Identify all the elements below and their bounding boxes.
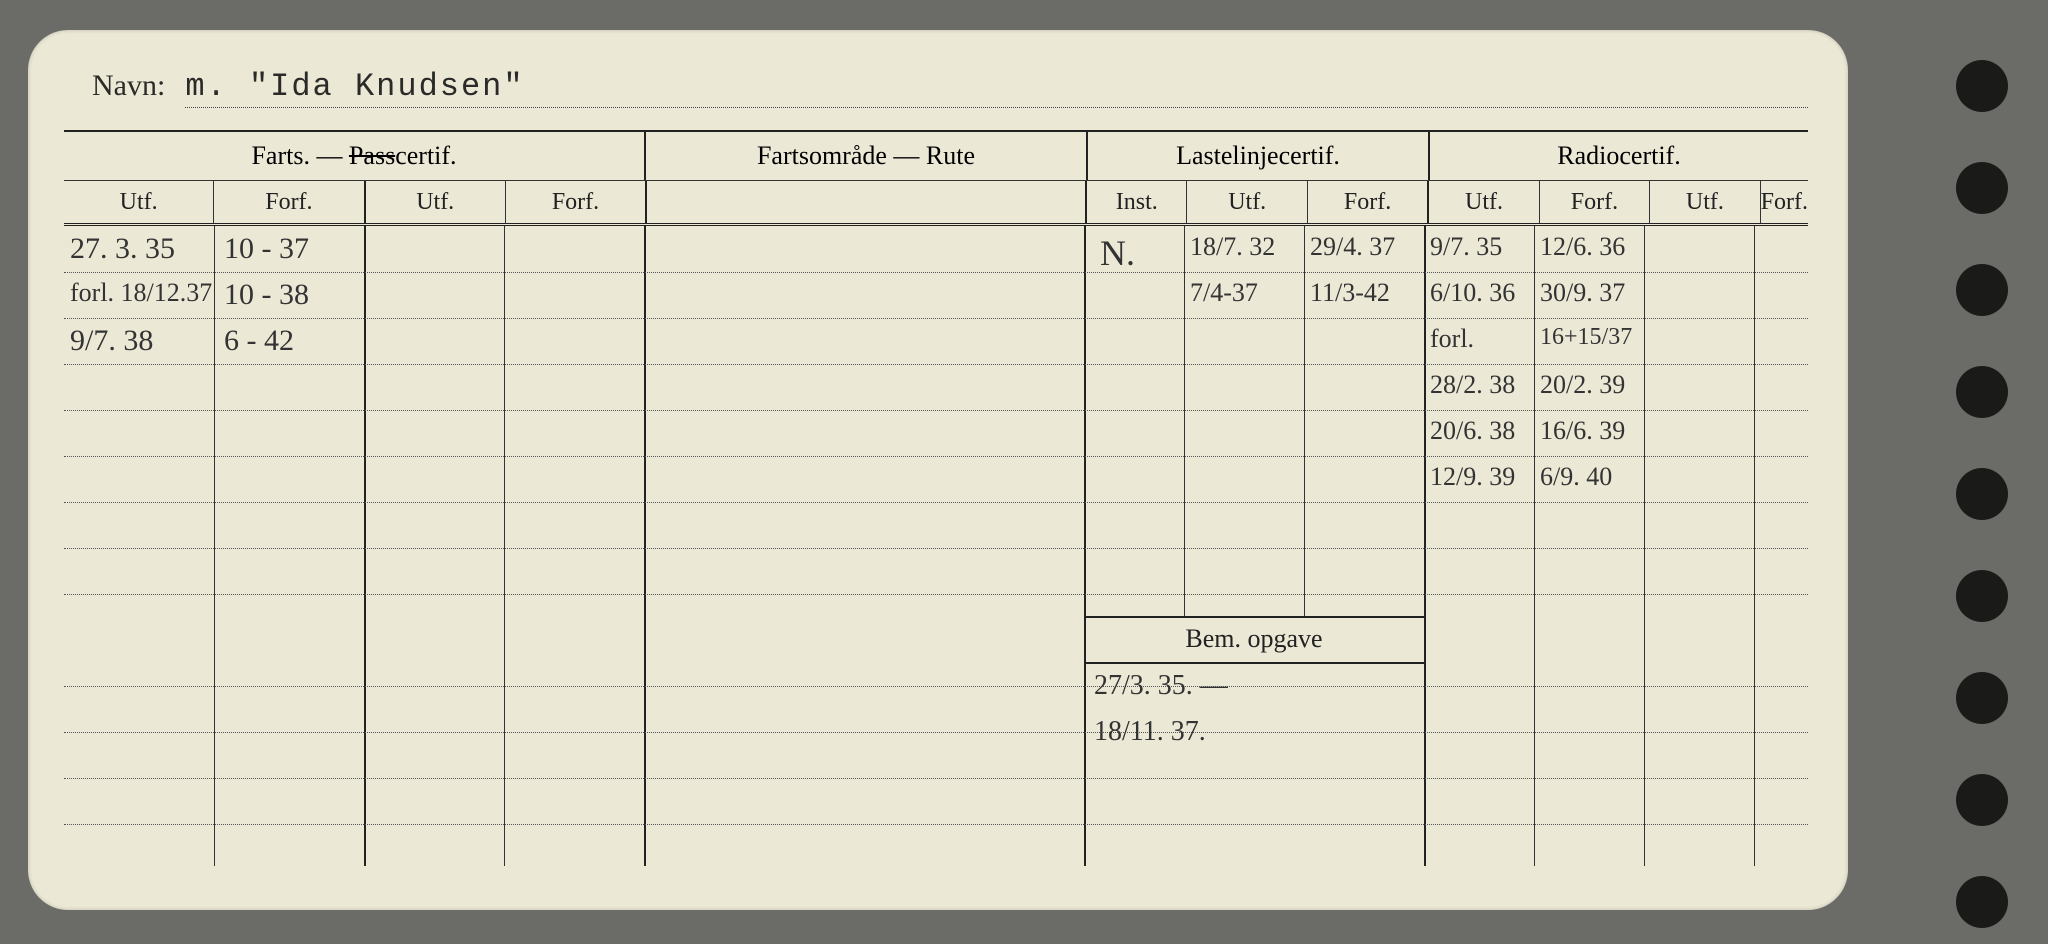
laste-inst-0: N. (1100, 232, 1135, 274)
farts-forf-1: 10 - 38 (224, 278, 309, 312)
punch-holes (1956, 60, 2008, 928)
punch-hole (1956, 366, 2008, 418)
sub-fartsomrade-blank (647, 181, 1087, 223)
radio-forf-4: 16/6. 39 (1540, 416, 1625, 446)
radio-utf-4: 20/6. 38 (1430, 416, 1515, 446)
farts-utf-0: 27. 3. 35 (70, 232, 175, 266)
laste-forf-0: 29/4. 37 (1310, 232, 1395, 262)
card-content: Navn: m. "Ida Knudsen" Farts. — Passcert… (64, 68, 1808, 880)
navn-value: m. "Ida Knudsen" (185, 68, 1808, 108)
radio-forf-0: 12/6. 36 (1540, 232, 1625, 262)
radio-utf-0: 9/7. 35 (1430, 232, 1502, 262)
radio-utf-2: forl. (1430, 324, 1474, 354)
punch-hole (1956, 570, 2008, 622)
sub-radio-forf: Forf. (1540, 181, 1650, 223)
sub-utf2: Utf. (366, 181, 506, 223)
radio-forf-1: 30/9. 37 (1540, 278, 1625, 308)
punch-hole (1956, 876, 2008, 928)
punch-hole (1956, 774, 2008, 826)
bem-1: 18/11. 37. (1094, 716, 1206, 748)
radio-utf-3: 28/2. 38 (1430, 370, 1515, 400)
radio-utf-5: 12/9. 39 (1430, 462, 1515, 492)
section-fartsomrade: Fartsområde — Rute (646, 132, 1088, 180)
farts-utf-1: forl. 18/12.37 (70, 278, 212, 308)
subheader-row: Utf. Forf. Utf. Forf. Inst. Utf. Forf. U… (64, 181, 1808, 226)
navn-label: Navn: (92, 69, 165, 103)
bem-0: 27/3. 35. — (1094, 670, 1228, 702)
sub-laste-forf: Forf. (1308, 181, 1429, 223)
sub-radio-utf: Utf. (1429, 181, 1539, 223)
radio-utf-1: 6/10. 36 (1430, 278, 1515, 308)
name-row: Navn: m. "Ida Knudsen" (64, 68, 1808, 124)
sub-forf: Forf. (214, 181, 365, 223)
sub-radio-utf2: Utf. (1650, 181, 1760, 223)
table-body: Bem. opgave 27. 3. 35 10 - 37 forl. 18/1… (64, 226, 1808, 866)
radio-forf-5: 6/9. 40 (1540, 462, 1612, 492)
sub-utf: Utf. (64, 181, 214, 223)
punch-hole (1956, 162, 2008, 214)
punch-hole (1956, 264, 2008, 316)
farts-forf-0: 10 - 37 (224, 232, 309, 266)
laste-utf-1: 7/4-37 (1190, 278, 1258, 308)
laste-utf-0: 18/7. 32 (1190, 232, 1275, 262)
section-farts: Farts. — Passcertif. (64, 132, 646, 180)
laste-forf-1: 11/3-42 (1310, 278, 1390, 308)
punch-hole (1956, 468, 2008, 520)
sub-radio-forf2: Forf. (1761, 181, 1808, 223)
section-header-row: Farts. — Passcertif. Fartsområde — Rute … (64, 132, 1808, 181)
radio-forf-2: 16+15/37 (1540, 324, 1632, 351)
bem-header: Bem. opgave (1084, 624, 1424, 654)
section-laste: Lastelinjecertif. (1088, 132, 1430, 180)
sub-inst: Inst. (1087, 181, 1188, 223)
index-card: Navn: m. "Ida Knudsen" Farts. — Passcert… (28, 30, 1848, 910)
sub-laste-utf: Utf. (1187, 181, 1307, 223)
section-radio: Radiocertif. (1430, 132, 1808, 180)
farts-forf-2: 6 - 42 (224, 324, 294, 358)
radio-forf-3: 20/2. 39 (1540, 370, 1625, 400)
punch-hole (1956, 60, 2008, 112)
farts-utf-2: 9/7. 38 (70, 324, 153, 358)
punch-hole (1956, 672, 2008, 724)
sub-forf2: Forf. (506, 181, 647, 223)
